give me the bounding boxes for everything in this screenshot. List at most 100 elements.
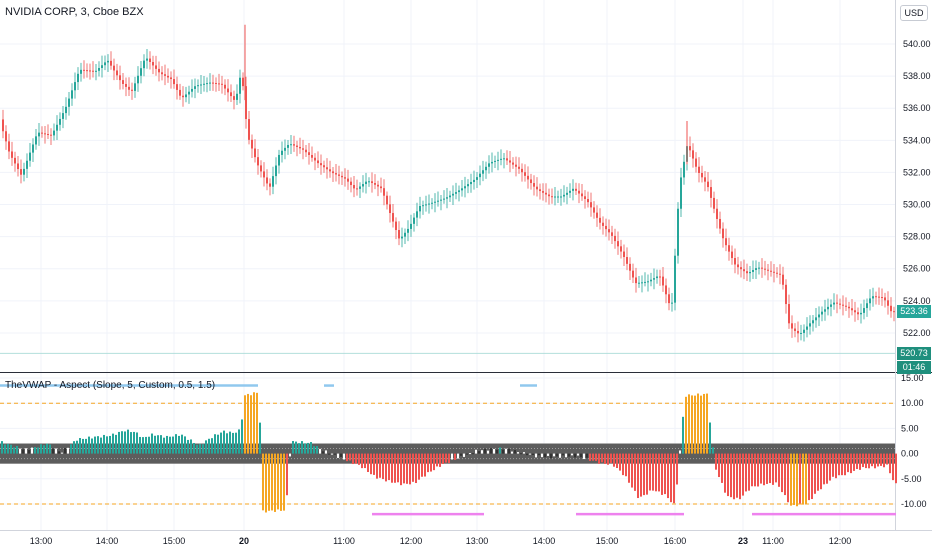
indicator-tick-label: 0.00	[901, 449, 919, 459]
histogram-bar	[433, 453, 435, 471]
candle-body	[638, 282, 640, 284]
candle-body	[797, 330, 799, 334]
candle-body	[893, 311, 895, 313]
last-price-badge: 523.36	[897, 305, 931, 319]
histogram-bar	[688, 394, 690, 454]
indicator-tick-label: 10.00	[901, 398, 924, 408]
time-tick-label: 14:00	[96, 536, 119, 546]
candle-body	[749, 271, 751, 274]
candle-body	[692, 150, 694, 159]
histogram-bar	[13, 447, 15, 454]
candle-body	[713, 197, 715, 209]
candle-body	[14, 157, 16, 164]
histogram-bar	[382, 453, 384, 480]
candle-body	[725, 238, 727, 246]
candle-body	[146, 58, 148, 61]
candle-body	[149, 58, 151, 63]
candle-body	[413, 217, 415, 224]
histogram-bar	[424, 453, 426, 477]
histogram-bar	[664, 453, 666, 495]
histogram-bar	[502, 449, 504, 454]
candle-body	[23, 168, 25, 175]
histogram-bar	[559, 453, 561, 458]
time-tick-label: 11:00	[333, 536, 355, 546]
histogram-bar	[580, 453, 582, 458]
candle-body	[311, 154, 313, 158]
indicator-title: TheVWAP - Aspect (Slope, 5, Custom, 0.5,…	[5, 380, 216, 391]
histogram-bar	[190, 439, 192, 454]
histogram-bar	[367, 453, 369, 473]
candle-body	[491, 161, 493, 164]
candle-body	[158, 68, 160, 73]
candle-body	[101, 65, 103, 69]
candle-body	[335, 173, 337, 175]
candle-body	[308, 152, 310, 155]
candle-body	[836, 302, 838, 304]
candle-body	[89, 70, 91, 72]
histogram-bar	[634, 453, 636, 491]
histogram-bar	[652, 453, 654, 491]
histogram-bar	[112, 433, 114, 454]
histogram-bar	[703, 393, 705, 454]
histogram-bar	[7, 443, 9, 454]
candle-body	[437, 200, 439, 202]
candle-body	[236, 93, 238, 100]
candle-body	[602, 222, 604, 226]
candle-body	[596, 212, 598, 218]
candle-body	[155, 65, 157, 69]
histogram-bar	[646, 453, 648, 495]
candle-body	[53, 130, 55, 136]
histogram-bar	[280, 453, 282, 511]
histogram-bar	[364, 453, 366, 469]
candle-body	[386, 195, 388, 205]
candle-body	[665, 285, 667, 295]
candle-body	[317, 160, 319, 164]
candle-body	[56, 124, 58, 131]
histogram-bar	[247, 393, 249, 454]
histogram-bar	[697, 393, 699, 454]
candle-body	[782, 274, 784, 285]
histogram-bar	[853, 453, 855, 471]
histogram-bar	[244, 395, 246, 454]
histogram-bar	[514, 450, 516, 454]
candle-body	[770, 270, 772, 272]
histogram-bar	[202, 444, 204, 454]
histogram-bar	[436, 453, 438, 467]
histogram-bar	[589, 453, 591, 461]
histogram-bar	[274, 453, 276, 512]
candle-body	[641, 282, 643, 284]
histogram-bar	[169, 436, 171, 454]
histogram-bar	[481, 450, 483, 454]
candle-body	[776, 272, 778, 274]
histogram-bar	[778, 453, 780, 487]
candle-body	[65, 106, 67, 114]
candle-body	[635, 277, 637, 284]
histogram-bar	[547, 453, 549, 456]
histogram-bar	[325, 450, 327, 454]
histogram-bar	[808, 453, 810, 501]
histogram-bar	[745, 453, 747, 492]
candle-body	[392, 213, 394, 222]
histogram-bar	[19, 448, 21, 454]
histogram-bar	[28, 450, 30, 454]
candle-body	[674, 255, 676, 303]
histogram-bar	[289, 453, 291, 457]
indicator-tick-label: -10.00	[901, 499, 927, 509]
time-tick-label: 12:00	[829, 536, 852, 546]
histogram-bar	[457, 453, 459, 459]
histogram-bar	[307, 442, 309, 454]
candle-body	[497, 159, 499, 161]
candle-body	[608, 229, 610, 233]
histogram-bar	[22, 449, 24, 454]
candle-body	[659, 276, 661, 278]
candle-body	[227, 88, 229, 93]
histogram-bar	[553, 453, 555, 457]
candle-body	[623, 251, 625, 258]
candle-body	[890, 305, 892, 312]
currency-button[interactable]: USD	[900, 5, 928, 21]
price-tick-label: 532.00	[903, 167, 931, 177]
histogram-bar	[595, 453, 597, 461]
candle-body	[407, 228, 409, 233]
candle-body	[248, 119, 250, 140]
candle-body	[620, 246, 622, 252]
